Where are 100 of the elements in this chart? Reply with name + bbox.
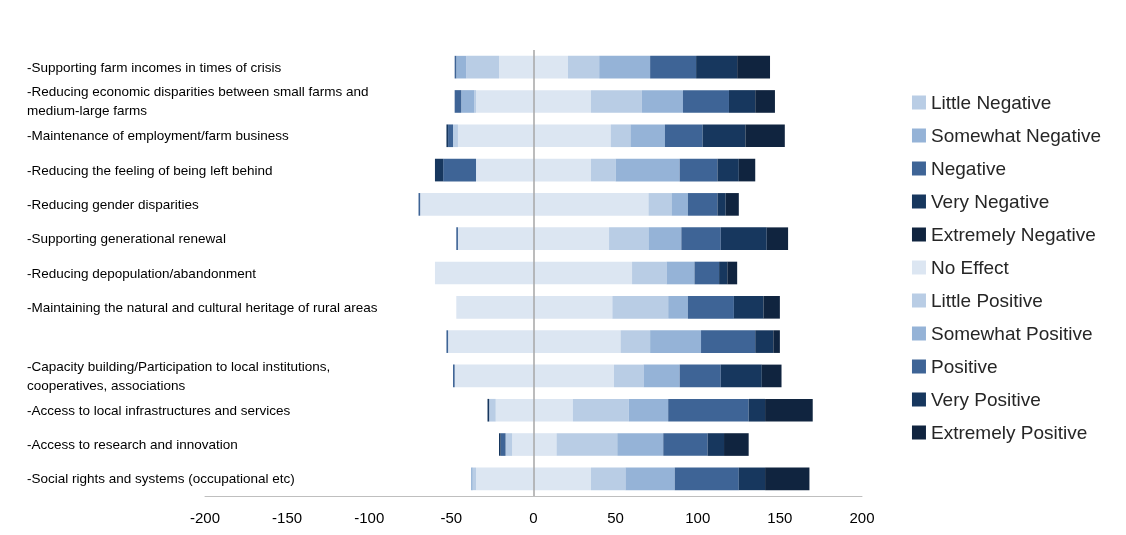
bar [615, 158, 680, 182]
bar [765, 467, 810, 491]
bar [717, 158, 739, 182]
bar [533, 227, 610, 251]
bar [679, 158, 718, 182]
bar [738, 158, 756, 182]
legend-label: Very Positive [930, 389, 1041, 410]
bar [702, 124, 746, 148]
bar [448, 330, 534, 353]
bar [499, 55, 534, 79]
bar [533, 398, 573, 422]
bar [533, 261, 633, 285]
bar [533, 158, 591, 182]
bar [668, 295, 688, 319]
bar [533, 55, 568, 79]
bar [495, 398, 534, 422]
bar [620, 330, 651, 353]
y-tick-label: -Social rights and systems (occupational etc) [27, 471, 295, 487]
bar [612, 295, 669, 319]
y-tick-label: -Reducing economic disparities between small farms and medium-large farms [27, 84, 373, 119]
bar [717, 193, 726, 216]
x-tick-label: -50 [440, 509, 463, 526]
bar [650, 55, 697, 79]
bar [512, 433, 534, 456]
x-tick-label: 50 [607, 509, 624, 526]
bar [737, 55, 771, 79]
y-tick-label: -Supporting farm incomes in times of crisis [27, 59, 282, 75]
bar [643, 364, 680, 388]
bar [682, 90, 729, 113]
bar [761, 364, 782, 388]
bar [476, 467, 534, 491]
bar [599, 55, 651, 79]
x-tick-label: -200 [189, 509, 221, 526]
bar [533, 193, 649, 216]
bar [766, 227, 789, 251]
bar [725, 193, 739, 216]
bar [454, 364, 534, 388]
bar [443, 158, 477, 182]
bar [663, 433, 708, 456]
bar [420, 193, 534, 216]
bar [489, 398, 496, 422]
bar [567, 55, 600, 79]
bar [668, 398, 749, 422]
bar [572, 398, 629, 422]
legend-label: Somewhat Positive [930, 323, 1093, 344]
bar [738, 467, 766, 491]
bar [748, 398, 766, 422]
bar [533, 295, 613, 319]
bar [632, 261, 667, 285]
bar [745, 124, 785, 148]
bar [696, 55, 738, 79]
legend-label: Somewhat Negative [930, 125, 1102, 146]
bar [590, 90, 642, 113]
bar [533, 124, 611, 148]
bar [681, 227, 721, 251]
y-tick-label: -Maintaining the natural and cultural heritage of rural areas [27, 299, 378, 315]
legend-label: Positive [930, 356, 998, 377]
bar [434, 261, 534, 285]
bar [505, 433, 513, 456]
bar [456, 55, 467, 79]
y-tick-label: -Maintenance of employment/farm business [27, 128, 290, 144]
bar [650, 330, 702, 353]
bar [454, 90, 462, 113]
bar [641, 90, 683, 113]
bar [630, 124, 665, 148]
bar [671, 193, 688, 216]
y-tick-label: -Access to local infrastructures and services [27, 402, 291, 418]
bar [720, 364, 762, 388]
bar [476, 158, 534, 182]
bar [628, 398, 669, 422]
legend-label: Little Negative [930, 92, 1052, 113]
legend-label: Very Negative [930, 191, 1050, 212]
bar [457, 227, 534, 251]
bar [500, 433, 506, 456]
y-tick-label: -Capacity building/Participation to local institutions, cooperatives, associations [27, 358, 334, 393]
x-tick-label: 0 [529, 509, 538, 526]
bar [664, 124, 703, 148]
bar [466, 55, 500, 79]
legend-label: Negative [930, 158, 1006, 179]
bar [755, 330, 774, 353]
bar [533, 364, 614, 388]
y-tick-label: -Supporting generational renewal [27, 231, 226, 247]
bar [694, 261, 720, 285]
bar [533, 330, 621, 353]
bar [674, 467, 739, 491]
bar [687, 295, 734, 319]
bar [461, 90, 475, 113]
bar [719, 261, 728, 285]
bar [609, 227, 649, 251]
bar [448, 124, 454, 148]
bar [666, 261, 695, 285]
bar [533, 90, 591, 113]
bar [617, 433, 664, 456]
y-tick-label: -Reducing gender disparities [27, 196, 200, 212]
bar [613, 364, 644, 388]
x-tick-label: -150 [272, 509, 303, 526]
bar [707, 433, 725, 456]
bar [434, 158, 444, 182]
bar [533, 467, 591, 491]
bar [648, 227, 682, 251]
